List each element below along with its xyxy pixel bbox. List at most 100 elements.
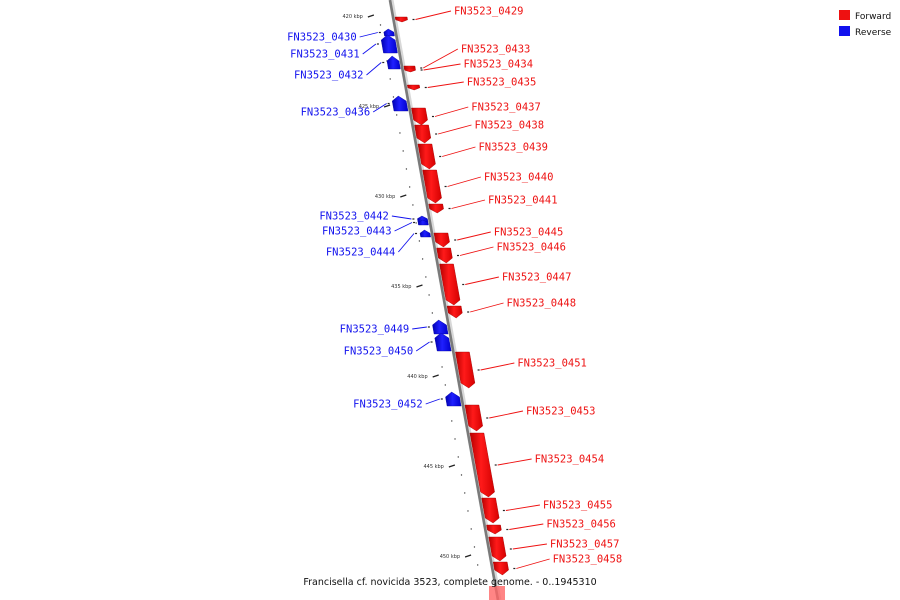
gene-tick xyxy=(420,69,423,71)
gene-tick xyxy=(440,398,443,400)
gene-label-FN3523_0433: FN3523_0433 xyxy=(461,44,531,56)
gene-FN3523_0451 xyxy=(455,351,480,389)
leader-line xyxy=(412,326,427,330)
scale-minor-tick xyxy=(431,312,434,314)
gene-label-FN3523_0444: FN3523_0444 xyxy=(326,247,396,259)
gene-label-FN3523_0452: FN3523_0452 xyxy=(353,399,423,411)
scale-minor-tick xyxy=(470,528,472,530)
scale-label: 420 kbp xyxy=(342,14,362,20)
gene-FN3523_0454 xyxy=(469,432,497,498)
gene-arrow xyxy=(481,497,500,524)
scale-tick xyxy=(400,194,407,198)
gene-FN3523_0445 xyxy=(433,232,457,248)
leader-line xyxy=(427,81,464,88)
gene-arrow xyxy=(422,169,442,204)
leader-line xyxy=(438,124,472,135)
leader-line xyxy=(451,199,486,209)
scale-tick xyxy=(448,464,456,468)
gene-tick xyxy=(486,417,489,419)
scale-tick xyxy=(432,374,439,378)
gene-arrow xyxy=(488,536,507,562)
axis-line xyxy=(388,0,500,600)
scale-minor-tick xyxy=(392,96,395,98)
scale-minor-tick xyxy=(402,150,404,152)
scale-minor-tick xyxy=(460,474,463,476)
gene-label-FN3523_0446: FN3523_0446 xyxy=(496,242,566,254)
gene-FN3523_0430 xyxy=(378,28,395,37)
gene-tick xyxy=(382,61,385,64)
gene-label-FN3523_0442: FN3523_0442 xyxy=(319,211,389,223)
gene-label-FN3523_0441: FN3523_0441 xyxy=(488,195,558,207)
gene-arrow xyxy=(403,67,416,73)
gene-FN3523_0457 xyxy=(488,536,512,562)
gene-label-FN3523_0437: FN3523_0437 xyxy=(471,102,541,114)
leader-line xyxy=(512,543,547,550)
gene-tick xyxy=(415,232,418,235)
gene-label-FN3523_0453: FN3523_0453 xyxy=(526,406,596,418)
gene-tick xyxy=(513,567,516,570)
legend-forward-label: Forward xyxy=(855,12,891,22)
gene-label-FN3523_0438: FN3523_0438 xyxy=(475,120,545,132)
leader-line xyxy=(415,10,452,20)
gene-FN3523_0456 xyxy=(486,524,509,535)
gene-label-FN3523_0443: FN3523_0443 xyxy=(322,226,392,238)
gene-FN3523_0450 xyxy=(430,332,452,352)
leader-line xyxy=(516,558,550,569)
gene-arrow xyxy=(414,124,432,144)
leader-line xyxy=(423,63,461,71)
gene-tick xyxy=(435,133,438,135)
gene-arrow xyxy=(464,404,483,432)
scale-minor-tick xyxy=(480,582,482,584)
gene-label-FN3523_0447: FN3523_0447 xyxy=(502,272,572,284)
gene-label-FN3523_0431: FN3523_0431 xyxy=(290,49,360,61)
gene-tick xyxy=(412,218,415,220)
gene-tick xyxy=(509,548,512,550)
scale-minor-tick xyxy=(428,294,430,296)
gene-FN3523_0429 xyxy=(394,16,415,23)
gene-tick xyxy=(376,43,379,45)
gene-label-FN3523_0439: FN3523_0439 xyxy=(478,142,548,154)
gene-arrow xyxy=(492,561,509,576)
leader-line xyxy=(366,62,382,76)
scale-ticks: 420 kbp 425 kbp 430 kbp 435 kbp 440 kbp 445 k… xyxy=(342,14,482,584)
gene-arrow xyxy=(391,95,409,112)
gene-labels: FN3523_0429 FN3523_0430 FN3523_0431 FN3523_… xyxy=(287,6,622,569)
gene-tick xyxy=(439,155,442,158)
leader-line xyxy=(425,398,440,405)
gene-label-FN3523_0449: FN3523_0449 xyxy=(340,324,410,336)
scale-label: 450 kbp xyxy=(440,554,460,560)
scale-minor-tick xyxy=(379,24,382,26)
gene-FN3523_0440 xyxy=(422,169,447,204)
scale-minor-tick xyxy=(451,420,453,422)
scale-label: 430 kbp xyxy=(375,194,395,200)
gene-label-FN3523_0457: FN3523_0457 xyxy=(550,539,620,551)
gene-tick xyxy=(427,326,430,328)
scale-minor-tick xyxy=(457,456,459,458)
gene-FN3523_0449 xyxy=(427,319,449,335)
gene-arrow xyxy=(446,305,463,319)
gene-arrow xyxy=(411,107,428,126)
gene-arrow xyxy=(486,524,502,535)
gene-label-FN3523_0434: FN3523_0434 xyxy=(464,59,534,71)
genome-caption: Francisella cf. novicida 3523, complete … xyxy=(303,577,597,588)
gene-tick xyxy=(378,31,381,34)
gene-label-FN3523_0440: FN3523_0440 xyxy=(484,172,554,184)
gene-tick xyxy=(462,283,465,286)
scale-minor-tick xyxy=(477,564,479,566)
gene-tick xyxy=(420,67,423,69)
scale-minor-tick xyxy=(396,114,398,116)
gene-label-FN3523_0454: FN3523_0454 xyxy=(535,454,605,466)
leader-line xyxy=(359,32,378,38)
gene-arrow xyxy=(419,229,431,238)
scale-minor-tick xyxy=(418,240,421,242)
gene-label-FN3523_0429: FN3523_0429 xyxy=(454,6,524,18)
gene-FN3523_0452 xyxy=(440,391,462,407)
scale-label: 425 kbp xyxy=(359,104,379,110)
gene-arrow xyxy=(433,232,450,248)
gene-label-FN3523_0430: FN3523_0430 xyxy=(287,32,357,44)
gene-label-FN3523_0432: FN3523_0432 xyxy=(294,70,364,82)
gene-FN3523_0458 xyxy=(492,561,516,576)
gene-tick xyxy=(448,207,451,210)
gene-label-FN3523_0451: FN3523_0451 xyxy=(517,358,587,370)
leader-line xyxy=(434,106,469,117)
